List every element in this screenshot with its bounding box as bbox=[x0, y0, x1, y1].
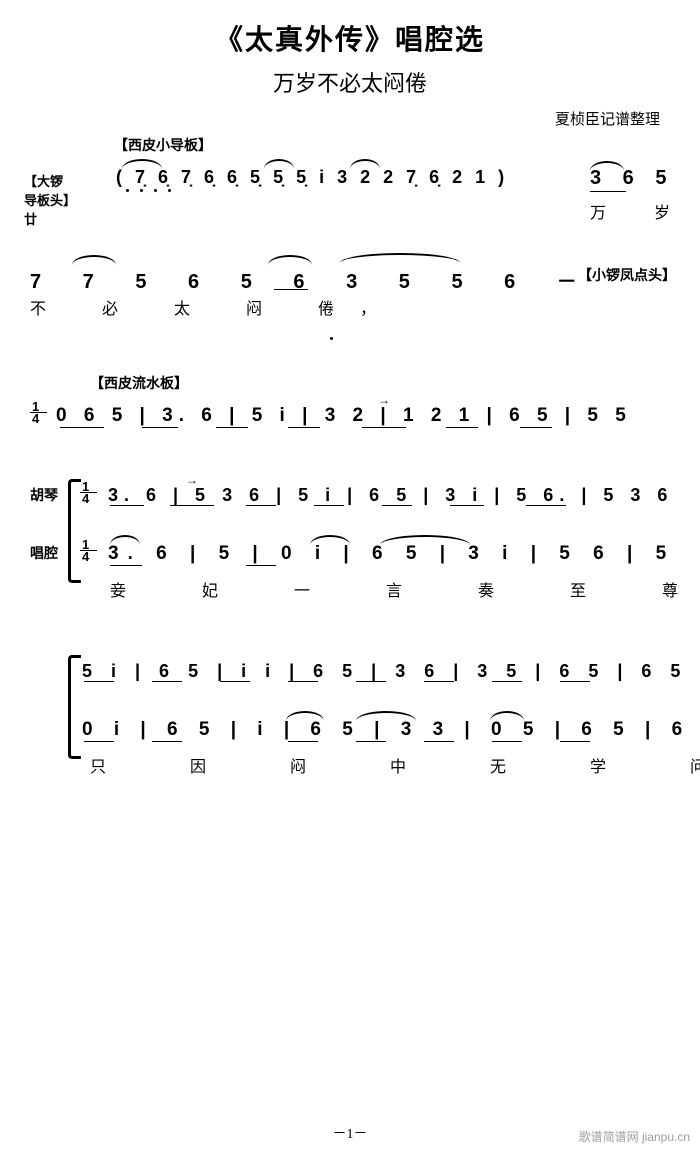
beam bbox=[446, 427, 478, 428]
part-label-chang: 唱腔 bbox=[30, 543, 78, 563]
accent-mark: → bbox=[186, 473, 198, 488]
beam bbox=[110, 565, 142, 566]
beam bbox=[450, 505, 484, 506]
cue-fengdiantou: 【小锣凤点头】 bbox=[578, 265, 676, 285]
cue-daluo: 【大锣导板头】廿 bbox=[24, 171, 72, 228]
beam bbox=[356, 681, 386, 682]
tie-mark bbox=[72, 255, 116, 265]
beam bbox=[288, 741, 318, 742]
beam bbox=[492, 681, 522, 682]
tie-mark bbox=[490, 711, 524, 721]
beam bbox=[520, 427, 552, 428]
beam bbox=[142, 427, 178, 428]
staff-line-1: 【大锣导板头】廿 ( 7̣ 6̣ 7̣ 6̣ 6̣ 5̣ 5̣ 5̣ i 3 2… bbox=[30, 157, 670, 231]
sheet-music-page: 《太真外传》唱腔选 万岁不必太闷倦 夏桢臣记谱整理 【西皮小导板】 【大锣导板头… bbox=[0, 0, 700, 805]
time-signature: 14 bbox=[30, 401, 47, 424]
banshi-label-daoban: 【西皮小导板】 bbox=[114, 135, 670, 155]
beam bbox=[314, 505, 344, 506]
beam bbox=[362, 427, 406, 428]
watermark: 歌谱简谱网 jianpu.cn bbox=[579, 1128, 690, 1145]
staff-system-5: 5 i | 6 5 | i i | 6 5 | 3 6 | 3 5 | 6 5 … bbox=[30, 655, 670, 805]
beam bbox=[274, 289, 308, 290]
tie-mark bbox=[380, 535, 470, 545]
lyrics-line1: 万 岁 bbox=[590, 199, 692, 223]
beam bbox=[152, 681, 182, 682]
beam bbox=[590, 191, 626, 192]
beam bbox=[560, 741, 590, 742]
timesig-line4a: 14 bbox=[80, 481, 103, 504]
beam bbox=[526, 505, 566, 506]
tie-mark bbox=[110, 535, 140, 545]
system-bracket bbox=[68, 659, 74, 755]
dot-mark bbox=[330, 337, 333, 340]
tie-mark bbox=[356, 711, 416, 721]
notes-line1-post: 3 6 5 bbox=[590, 167, 674, 190]
beam bbox=[492, 741, 522, 742]
beam bbox=[382, 505, 412, 506]
beam bbox=[60, 427, 104, 428]
octave-dot bbox=[168, 189, 171, 192]
beam bbox=[560, 681, 590, 682]
time-signature: 14 bbox=[80, 481, 97, 504]
page-title: 《太真外传》唱腔选 bbox=[30, 18, 670, 58]
part-label-huqin: 胡琴 bbox=[30, 485, 78, 505]
lyrics-line5: 只 因 闷 中 无 学 问 政 事 bbox=[90, 753, 700, 777]
beam bbox=[170, 505, 214, 506]
arranger-credit: 夏桢臣记谱整理 bbox=[30, 108, 670, 129]
octave-dot bbox=[154, 189, 157, 192]
octave-dot bbox=[140, 189, 143, 192]
beam bbox=[216, 427, 248, 428]
notes-line4-huqin: 3. 6 | 5 3 6 | 5 i | 6 5 | 3 i | 5 6. | … bbox=[108, 485, 673, 506]
beam bbox=[110, 505, 144, 506]
beam bbox=[356, 741, 386, 742]
tie-mark bbox=[310, 535, 350, 545]
notes-line3: 0 6 5 | 3. 6 | 5 i | 3 2 | 1 2 1 | 6 5 |… bbox=[56, 405, 632, 427]
lyrics-line4: 妾 妃 一 言 奏 至 尊 bbox=[110, 577, 700, 601]
accent-mark: → bbox=[378, 393, 390, 408]
tie-mark bbox=[286, 711, 324, 721]
octave-dot bbox=[126, 189, 129, 192]
staff-line-2: 7 7 5 6 5 6 3 5 5 6 － 不 必 太 闷 倦， 【小锣凤点头】 bbox=[30, 251, 670, 349]
beam bbox=[84, 681, 114, 682]
staff-line-3: 14 0 6 5 | 3. 6 | 5 i | 3 2 | 1 2 1 | 6 … bbox=[30, 395, 670, 451]
beam bbox=[424, 741, 454, 742]
beam bbox=[288, 427, 320, 428]
timesig-line3: 14 bbox=[30, 401, 53, 424]
staff-system-4: 胡琴 14 3. 6 | 5 3 6 | 5 i | 6 5 | 3 i | 5… bbox=[30, 477, 670, 627]
beam bbox=[246, 505, 276, 506]
tie-mark bbox=[350, 159, 380, 169]
time-signature: 14 bbox=[80, 539, 97, 562]
page-subtitle: 万岁不必太闷倦 bbox=[30, 66, 670, 98]
notes-line4-chang: 3. 6 | 5 | 0 i | 6 5 | 3 i | 5 6 | 5 bbox=[108, 543, 675, 565]
banshi-label-liushui: 【西皮流水板】 bbox=[90, 373, 670, 393]
tie-mark bbox=[268, 255, 312, 265]
tie-mark bbox=[264, 159, 294, 169]
beam bbox=[246, 565, 276, 566]
notes-line2: 7 7 5 6 5 6 3 5 5 6 － bbox=[30, 265, 595, 294]
beam bbox=[288, 681, 318, 682]
tie-mark bbox=[340, 253, 460, 263]
beam bbox=[220, 681, 250, 682]
timesig-line4b: 14 bbox=[80, 539, 103, 562]
beam bbox=[152, 741, 182, 742]
beam bbox=[424, 681, 454, 682]
notes-line5-chang: 0 i | 6 5 | i | 6 5 | 3 3 | 0 5 | 6 5 | … bbox=[82, 719, 700, 741]
beam bbox=[84, 741, 114, 742]
notes-line5-huqin: 5 i | 6 5 | i i | 6 5 | 3 6 | 3 5 | 6 5 … bbox=[82, 661, 687, 682]
tie-mark bbox=[122, 159, 162, 169]
lyrics-line2: 不 必 太 闷 倦， bbox=[30, 295, 402, 319]
notes-line1-intro: ( 7̣ 6̣ 7̣ 6̣ 6̣ 5̣ 5̣ 5̣ i 3 2 2 7̣ 6̣ … bbox=[116, 167, 508, 188]
